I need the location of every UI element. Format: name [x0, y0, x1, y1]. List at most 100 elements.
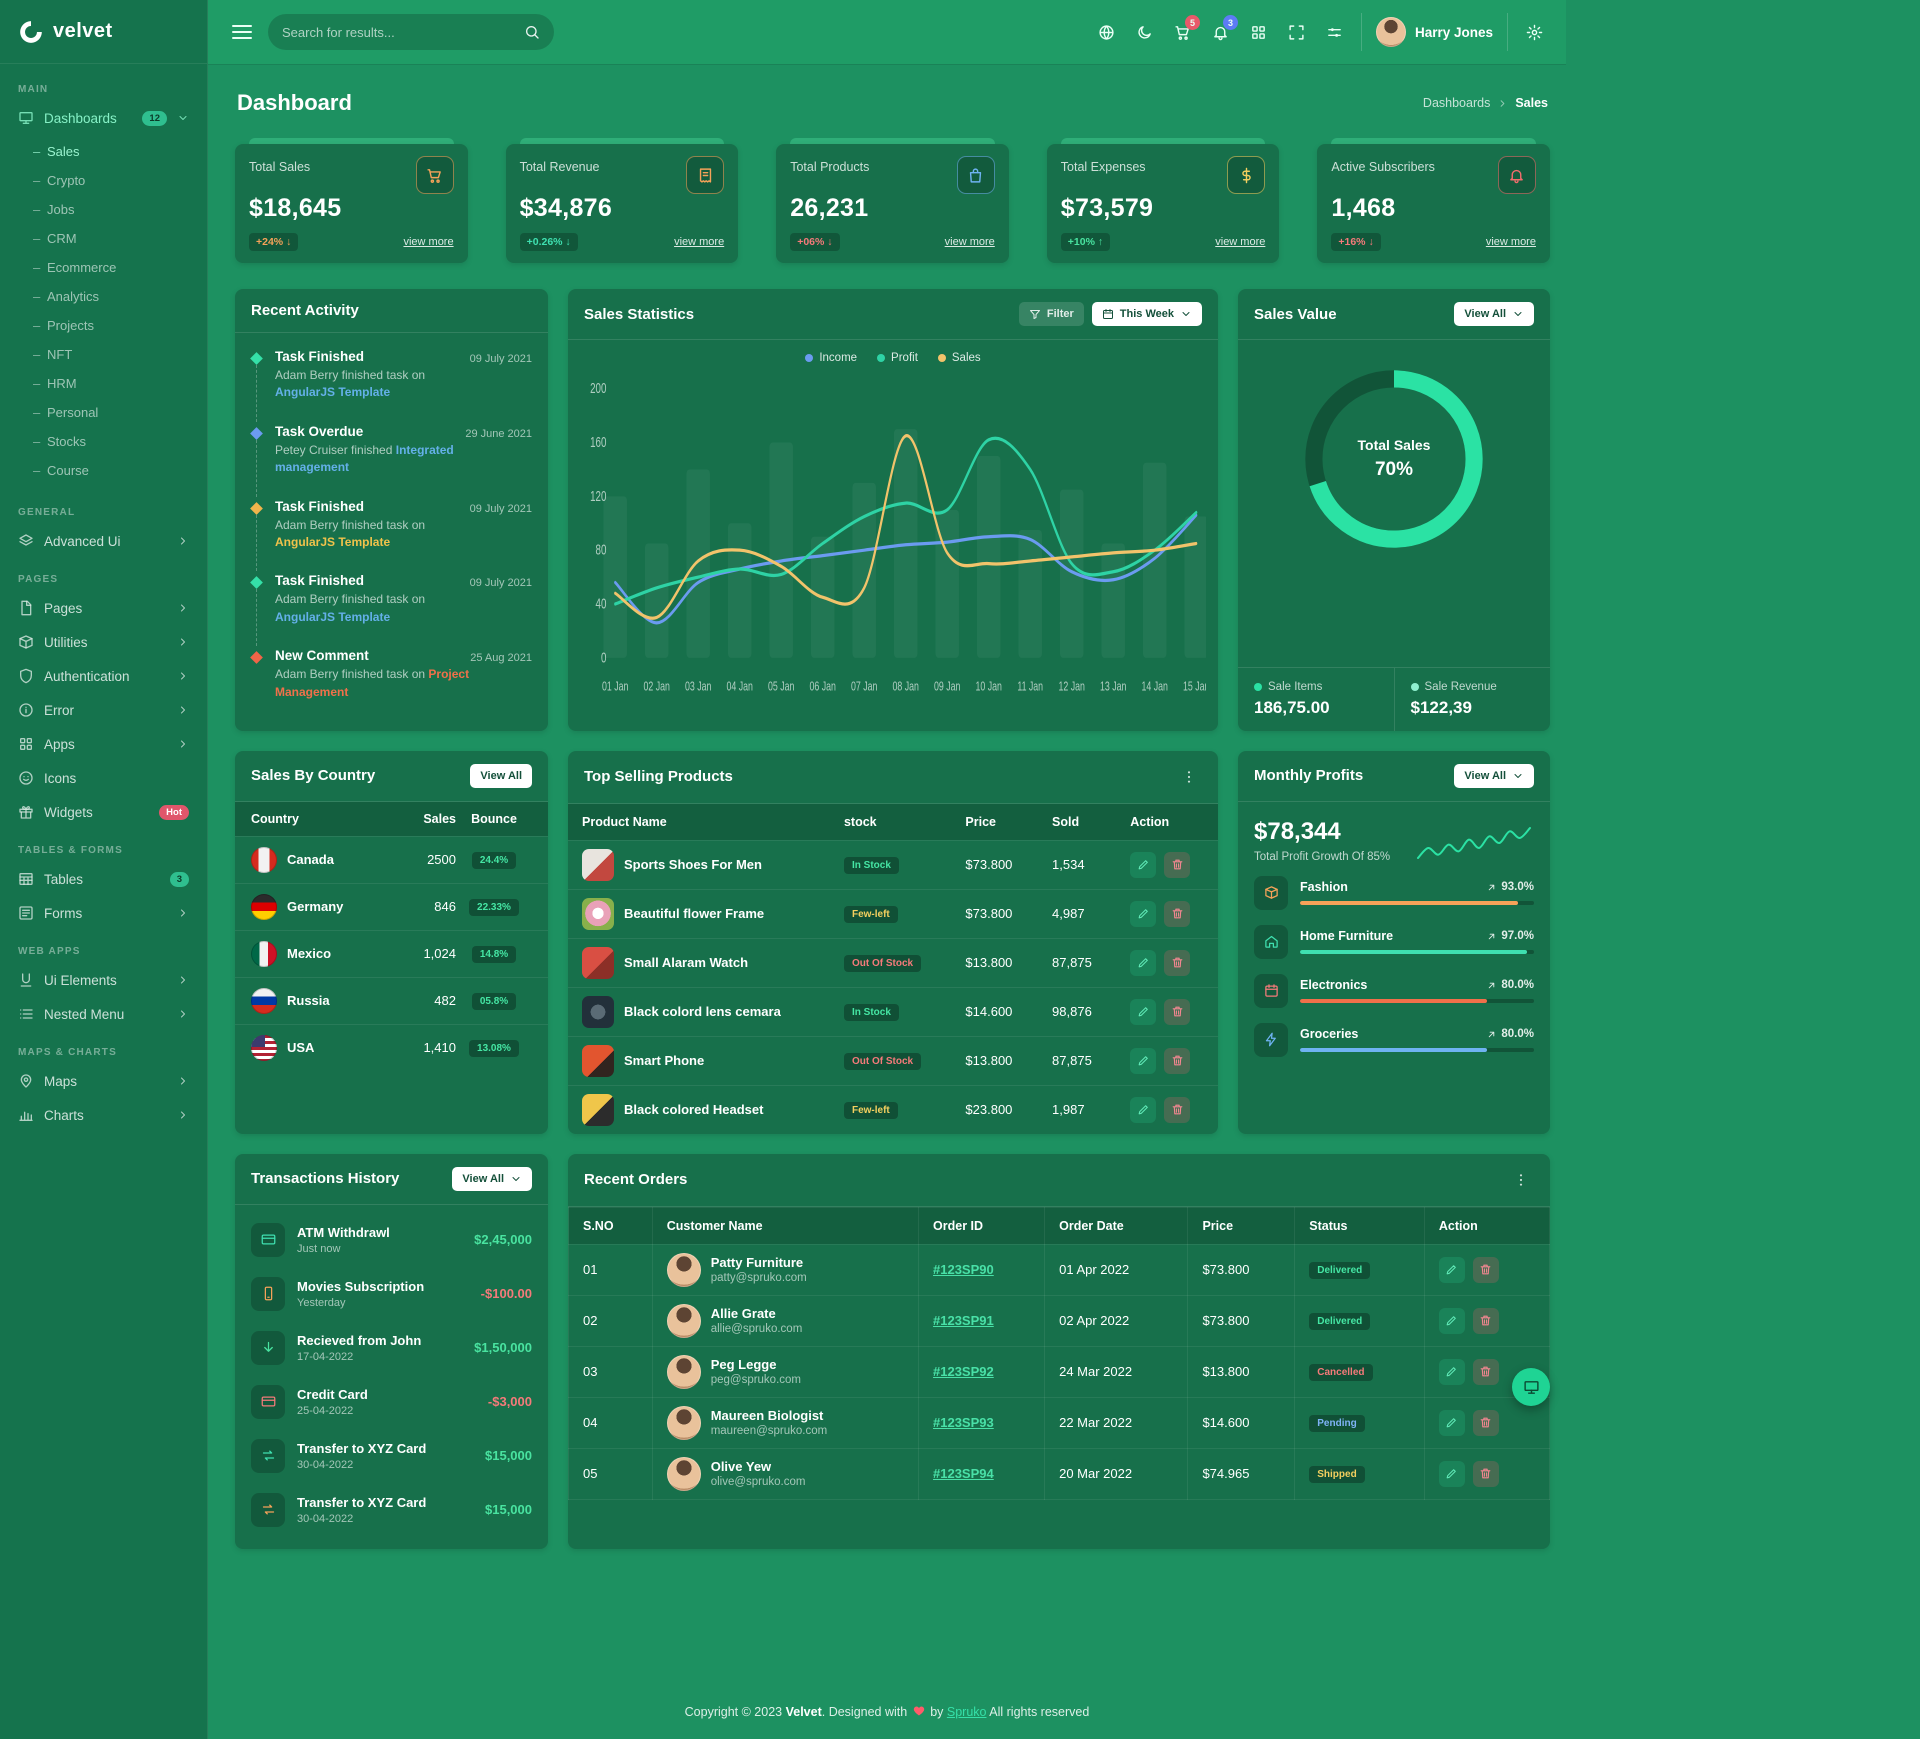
delete-button[interactable]	[1472, 1256, 1499, 1283]
sidebar-item-apps[interactable]: Apps	[0, 727, 207, 761]
theme-toggle-button[interactable]	[1127, 14, 1163, 50]
sidebar-item-dashboards[interactable]: Dashboards 12	[0, 101, 207, 135]
sidebar-item-tables[interactable]: Tables 3	[0, 862, 207, 896]
sidebar-subitem-course[interactable]: Course	[0, 456, 207, 485]
delete-button[interactable]	[1472, 1358, 1499, 1385]
edit-button[interactable]	[1438, 1307, 1465, 1334]
filter-button[interactable]: Filter	[1018, 302, 1084, 326]
activity-link[interactable]: AngularJS Template	[275, 609, 391, 624]
delete-button[interactable]	[1472, 1307, 1499, 1334]
view-all-button[interactable]: View All	[1454, 302, 1534, 326]
edit-button[interactable]	[1130, 998, 1157, 1025]
profit-progress-fill	[1300, 999, 1488, 1004]
edit-button[interactable]	[1438, 1358, 1465, 1385]
activity-link[interactable]: Project Management	[275, 667, 470, 699]
sidebar-item-icons[interactable]: Icons	[0, 761, 207, 795]
trash-icon	[1171, 907, 1184, 920]
edit-button[interactable]	[1130, 1096, 1157, 1123]
activity-link[interactable]: Integrated management	[275, 442, 454, 475]
sidebar-subitem-personal[interactable]: Personal	[0, 398, 207, 427]
edit-button[interactable]	[1438, 1256, 1465, 1283]
delete-button[interactable]	[1164, 1047, 1191, 1074]
spruko-link[interactable]: Spruko	[946, 1705, 987, 1719]
order-id-link[interactable]: #123SP93	[933, 1415, 994, 1431]
order-id-link[interactable]: #123SP91	[933, 1313, 994, 1329]
canada-flag-icon	[251, 846, 277, 873]
switcher-button[interactable]	[1317, 14, 1353, 50]
sidebar-subitem-ecommerce[interactable]: Ecommerce	[0, 253, 207, 282]
delete-button[interactable]	[1164, 998, 1191, 1025]
more-options-button[interactable]	[1508, 1167, 1534, 1193]
sidebar-item-authentication[interactable]: Authentication	[0, 659, 207, 693]
cart-button[interactable]: 5	[1165, 14, 1201, 50]
sidebar-item-forms[interactable]: Forms	[0, 896, 207, 930]
delete-button[interactable]	[1164, 851, 1191, 878]
edit-button[interactable]	[1130, 900, 1157, 927]
transaction-amount: $1,50,000	[474, 1340, 532, 1356]
view-more-link[interactable]: view more	[674, 236, 725, 248]
sidebar-subitem-sales[interactable]: Sales	[0, 137, 207, 166]
sidebar-item-error[interactable]: Error	[0, 693, 207, 727]
edit-button[interactable]	[1438, 1409, 1465, 1436]
delete-button[interactable]	[1164, 1096, 1191, 1123]
breadcrumb-dashboards[interactable]: Dashboards	[1422, 96, 1491, 110]
user-menu[interactable]: Harry Jones	[1360, 13, 1508, 51]
search-input[interactable]	[282, 24, 516, 40]
apps-grid-button[interactable]	[1241, 14, 1277, 50]
order-id-link[interactable]: #123SP92	[933, 1364, 994, 1380]
svg-text:04 Jan: 04 Jan	[727, 680, 753, 694]
user-avatar	[1375, 17, 1406, 47]
delete-button[interactable]	[1472, 1460, 1499, 1487]
delete-button[interactable]	[1164, 949, 1191, 976]
delete-button[interactable]	[1164, 900, 1191, 927]
fullscreen-button[interactable]	[1279, 14, 1315, 50]
sidebar-item-ui-elements[interactable]: Ui Elements	[0, 963, 207, 997]
view-more-link[interactable]: view more	[944, 236, 995, 248]
language-button[interactable]	[1089, 14, 1125, 50]
notifications-button[interactable]: 3	[1203, 14, 1239, 50]
sidebar-item-advanced-ui[interactable]: Advanced Ui	[0, 524, 207, 558]
sidebar-item-nested-menu[interactable]: Nested Menu	[0, 997, 207, 1031]
view-all-button[interactable]: View All	[452, 1166, 532, 1191]
view-more-link[interactable]: view more	[1485, 236, 1536, 248]
activity-link[interactable]: AngularJS Template	[275, 534, 391, 549]
sidebar-subitem-nft[interactable]: NFT	[0, 340, 207, 369]
edit-button[interactable]	[1130, 851, 1157, 878]
settings-button[interactable]	[1516, 14, 1552, 50]
sidebar-subitem-crm[interactable]: CRM	[0, 224, 207, 253]
calendar-icon	[1254, 973, 1288, 1008]
view-more-link[interactable]: view more	[403, 236, 454, 248]
activity-bullet-icon	[250, 651, 263, 664]
sidebar-subitem-jobs[interactable]: Jobs	[0, 195, 207, 224]
order-row: 02 Allie Grate allie@spruko.com #123SP91 …	[568, 1294, 1550, 1347]
order-id-link[interactable]: #123SP94	[933, 1466, 994, 1482]
sidebar-item-utilities[interactable]: Utilities	[0, 625, 207, 659]
sidebar-subitem-analytics[interactable]: Analytics	[0, 282, 207, 311]
search-icon[interactable]	[524, 24, 540, 40]
edit-button[interactable]	[1438, 1460, 1465, 1487]
date-range-button[interactable]: This Week	[1091, 302, 1202, 326]
delete-button[interactable]	[1472, 1409, 1499, 1436]
activity-item: Task Overdue Petey Cruiser finished Inte…	[250, 424, 532, 499]
menu-toggle-button[interactable]	[232, 25, 252, 39]
view-all-button[interactable]: View All	[470, 763, 532, 788]
view-all-button[interactable]: View All	[1454, 763, 1534, 788]
activity-title: Task Finished	[275, 573, 365, 589]
sidebar-item-maps[interactable]: Maps	[0, 1064, 207, 1098]
stat-card-active-subscribers: Active Subscribers 1,468 +16% ↓ view mor…	[1317, 138, 1550, 263]
sidebar-item-widgets[interactable]: Widgets Hot	[0, 795, 207, 829]
brand-logo[interactable]: velvet	[0, 0, 207, 64]
theme-switcher-fab[interactable]	[1512, 1368, 1550, 1406]
edit-button[interactable]	[1130, 949, 1157, 976]
more-options-button[interactable]	[1176, 764, 1202, 790]
sidebar-subitem-projects[interactable]: Projects	[0, 311, 207, 340]
sidebar-item-charts[interactable]: Charts	[0, 1098, 207, 1132]
sidebar-subitem-hrm[interactable]: HRM	[0, 369, 207, 398]
sidebar-subitem-stocks[interactable]: Stocks	[0, 427, 207, 456]
view-more-link[interactable]: view more	[1215, 236, 1266, 248]
edit-button[interactable]	[1130, 1047, 1157, 1074]
activity-link[interactable]: AngularJS Template	[275, 385, 391, 400]
sidebar-subitem-crypto[interactable]: Crypto	[0, 166, 207, 195]
order-id-link[interactable]: #123SP90	[933, 1262, 994, 1278]
sidebar-item-pages[interactable]: Pages	[0, 591, 207, 625]
